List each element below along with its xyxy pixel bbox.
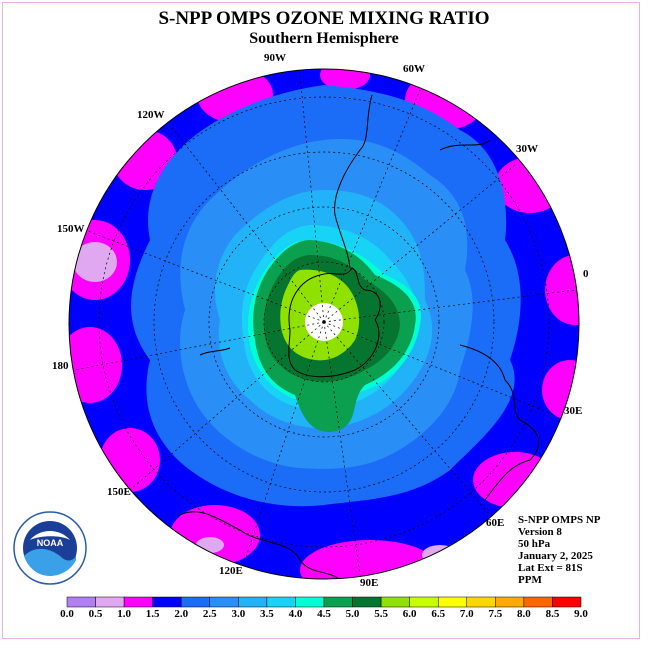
colorbar-swatch [352,596,382,608]
lon-label-30e: 30E [564,405,583,417]
lon-label-150w: 150W [57,223,85,235]
colorbar-tick-label: 7.0 [459,608,474,620]
colorbar-tick-label: 3.5 [260,608,274,620]
colorbar-swatch [238,596,268,608]
colorbar [66,596,582,608]
lon-label-60w: 60W [403,63,425,75]
colorbar-tick-label: 6.0 [402,608,417,620]
lon-label-90e: 90E [360,577,379,589]
colorbar-tick-label: 2.0 [174,608,189,620]
colorbar-tick-label: 0.0 [60,608,74,620]
graticule [74,74,576,576]
colorbar-tick-label: 8.5 [545,608,560,620]
coastlines [179,94,540,579]
colorbar-swatch [266,596,296,608]
map-subtitle: Southern Hemisphere [249,30,399,47]
colorbar-tick-label: 2.5 [202,608,217,620]
info-block: S-NPP OMPS NP Version 8 50 hPa January 2… [518,514,601,586]
info-version: Version 8 [518,526,562,538]
lon-label-120e: 120E [219,565,243,577]
map-title: S-NPP OMPS OZONE MIXING RATIO [158,8,490,29]
colorbar-swatch [466,596,496,608]
colorbar-swatch [409,596,439,608]
colorbar-swatch [523,596,553,608]
lon-label-90w: 90W [264,52,286,64]
colorbar-tick-label: 1.0 [117,608,131,620]
info-pressure: 50 hPa [518,538,551,550]
colorbar-tick-label: 3.0 [231,608,246,620]
colorbar-swatch [437,596,468,608]
colorbar-swatch [552,596,582,608]
noaa-logo-text: NOAA [37,538,64,548]
colorbar-swatch [295,596,325,608]
colorbar-tick-label: 5.0 [345,608,360,620]
colorbar-tick-label: 4.5 [317,608,331,620]
map-border [68,68,580,580]
colorbar-swatch [123,596,153,608]
noaa-logo: NOAA [13,511,87,585]
lon-label-150e: 150E [107,486,131,498]
colorbar-swatch [495,596,525,608]
colorbar-tick-label: 7.5 [488,608,503,620]
colorbar-swatch [380,596,410,608]
colorbar-tick-label: 0.5 [88,608,103,620]
colorbar-swatch [66,596,96,608]
info-date: January 2, 2025 [518,550,593,562]
colorbar-swatch [323,596,353,608]
info-lat-ext: Lat Ext = 81S [518,562,583,574]
info-units: PPM [518,574,542,586]
colorbar-swatch [95,596,125,608]
lon-label-30w: 30W [516,143,538,155]
colorbar-swatch [152,596,182,608]
colorbar-swatch [209,596,239,608]
colorbar-tick-label: 5.5 [374,608,388,620]
colorbar-tick-label: 9.0 [574,608,588,620]
lon-label-120w: 120W [137,109,165,121]
colorbar-tick-label: 8.0 [517,608,531,620]
lon-label-180: 180 [52,360,69,372]
lon-label-60e: 60E [486,517,505,529]
colorbar-swatch [180,596,211,608]
colorbar-tick-label: 4.0 [288,608,303,620]
colorbar-tick-label: 1.5 [145,608,160,620]
info-instrument: S-NPP OMPS NP [518,514,601,526]
figure-frame [2,2,640,639]
lon-label-0: 0 [583,268,589,280]
colorbar-tick-label: 6.5 [431,608,446,620]
